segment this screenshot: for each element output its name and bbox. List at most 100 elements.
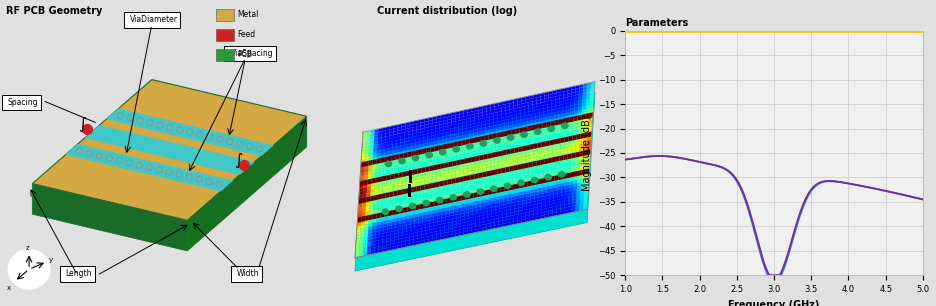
Polygon shape — [431, 194, 435, 198]
Polygon shape — [476, 147, 480, 151]
Polygon shape — [364, 224, 369, 228]
Polygon shape — [488, 148, 491, 152]
Polygon shape — [542, 196, 546, 200]
Polygon shape — [396, 149, 400, 153]
Polygon shape — [571, 152, 576, 156]
Polygon shape — [589, 114, 593, 118]
Polygon shape — [411, 152, 416, 156]
Polygon shape — [459, 182, 462, 186]
Polygon shape — [561, 137, 564, 143]
Polygon shape — [466, 121, 471, 125]
Polygon shape — [483, 218, 488, 222]
Polygon shape — [519, 144, 522, 148]
Polygon shape — [558, 186, 562, 190]
Polygon shape — [382, 186, 387, 190]
Polygon shape — [556, 212, 560, 216]
Polygon shape — [431, 185, 436, 189]
Polygon shape — [549, 201, 553, 205]
Polygon shape — [448, 172, 452, 176]
Polygon shape — [435, 190, 439, 194]
Polygon shape — [402, 126, 405, 130]
Polygon shape — [378, 187, 383, 191]
Polygon shape — [563, 110, 566, 114]
Polygon shape — [583, 143, 588, 147]
Polygon shape — [548, 110, 551, 114]
Polygon shape — [418, 157, 422, 161]
Polygon shape — [467, 165, 472, 169]
Polygon shape — [453, 149, 458, 153]
Polygon shape — [473, 148, 476, 152]
Polygon shape — [446, 154, 449, 158]
Polygon shape — [490, 116, 493, 120]
Polygon shape — [444, 120, 447, 124]
Polygon shape — [454, 136, 458, 140]
Polygon shape — [376, 212, 381, 216]
Polygon shape — [508, 184, 512, 188]
Polygon shape — [365, 159, 369, 163]
Polygon shape — [423, 149, 427, 153]
Polygon shape — [513, 171, 517, 175]
Polygon shape — [404, 132, 409, 136]
Polygon shape — [421, 237, 425, 241]
Polygon shape — [363, 243, 368, 247]
Polygon shape — [493, 181, 497, 185]
Polygon shape — [431, 144, 434, 148]
Polygon shape — [563, 160, 567, 164]
Polygon shape — [548, 151, 552, 155]
Polygon shape — [448, 218, 453, 222]
Polygon shape — [383, 236, 387, 240]
Polygon shape — [527, 133, 531, 137]
Polygon shape — [411, 220, 415, 224]
Polygon shape — [571, 155, 576, 159]
Polygon shape — [428, 126, 432, 130]
Polygon shape — [457, 148, 461, 152]
Polygon shape — [384, 226, 388, 230]
Polygon shape — [490, 157, 495, 161]
Polygon shape — [505, 116, 509, 120]
Polygon shape — [435, 193, 439, 197]
Polygon shape — [382, 245, 387, 249]
Polygon shape — [577, 195, 580, 199]
Polygon shape — [416, 135, 420, 139]
Polygon shape — [426, 158, 430, 162]
Polygon shape — [527, 127, 531, 131]
Polygon shape — [542, 130, 547, 134]
Polygon shape — [512, 180, 517, 184]
Polygon shape — [462, 191, 466, 195]
Polygon shape — [544, 158, 548, 162]
Polygon shape — [446, 191, 451, 195]
Polygon shape — [481, 193, 485, 197]
Polygon shape — [381, 140, 386, 144]
Polygon shape — [421, 171, 425, 175]
Polygon shape — [454, 196, 458, 202]
Polygon shape — [513, 105, 518, 109]
Polygon shape — [437, 218, 442, 222]
Polygon shape — [460, 226, 464, 230]
Polygon shape — [431, 197, 435, 201]
Polygon shape — [556, 89, 561, 93]
Polygon shape — [406, 228, 410, 232]
Polygon shape — [410, 171, 414, 175]
Polygon shape — [500, 142, 504, 146]
Polygon shape — [375, 228, 380, 232]
Polygon shape — [446, 198, 450, 204]
Polygon shape — [483, 168, 487, 172]
Polygon shape — [413, 242, 417, 246]
Polygon shape — [524, 112, 528, 116]
Polygon shape — [496, 187, 501, 193]
Circle shape — [518, 180, 524, 185]
Polygon shape — [455, 124, 459, 128]
Polygon shape — [472, 158, 475, 162]
Polygon shape — [444, 182, 447, 186]
Polygon shape — [513, 165, 518, 171]
Polygon shape — [458, 201, 461, 205]
Polygon shape — [405, 122, 409, 126]
Polygon shape — [450, 203, 454, 207]
Polygon shape — [552, 156, 556, 160]
Polygon shape — [416, 142, 419, 146]
Polygon shape — [412, 133, 417, 137]
Polygon shape — [431, 182, 436, 188]
Polygon shape — [511, 146, 515, 150]
Polygon shape — [485, 135, 489, 141]
Polygon shape — [560, 88, 564, 92]
